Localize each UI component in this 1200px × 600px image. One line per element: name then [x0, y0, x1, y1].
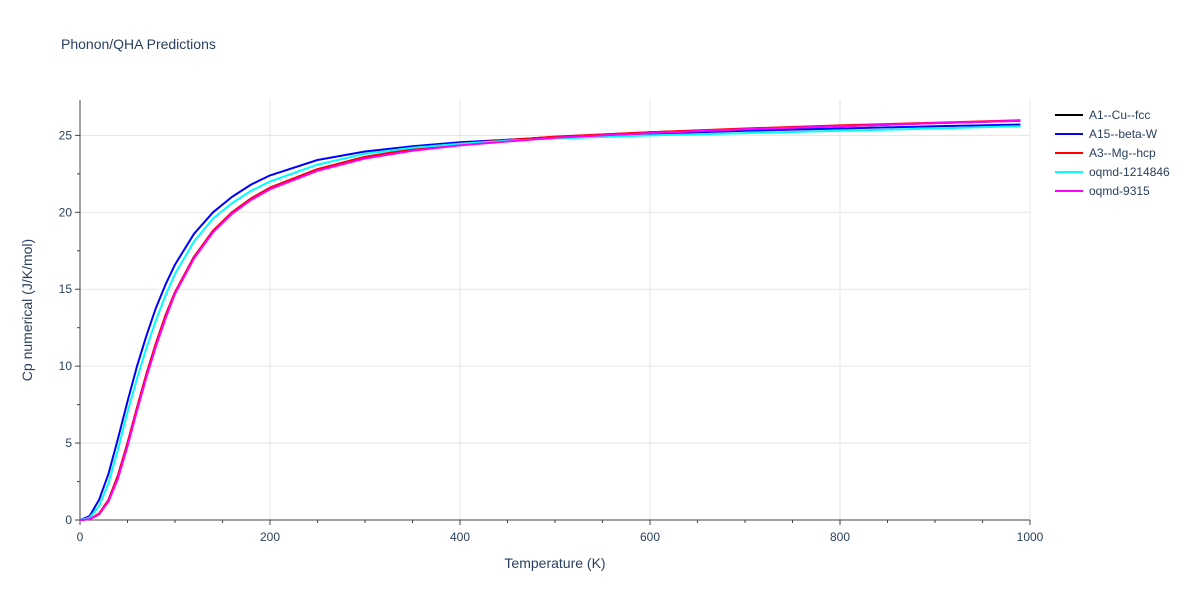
series-lines: [79, 119, 1021, 521]
legend-label: A15--beta-W: [1089, 127, 1158, 141]
legend: A1--Cu--fcc A15--beta-W A3--Mg--hcp oqmd-12…: [1055, 108, 1170, 198]
grid: [80, 100, 1031, 520]
y-tick-label: 5: [65, 436, 72, 450]
y-axis-title: Cp numerical (J/K/mol): [19, 239, 35, 381]
y-tick-label: 10: [59, 359, 73, 373]
tick-labels: 0 200 400 600 800 1000 0 5 10 15 20 25: [59, 128, 1044, 544]
y-tick-label: 15: [59, 282, 73, 296]
series-line-A15--beta-W: [79, 123, 1021, 521]
x-tick-label: 1000: [1017, 530, 1044, 544]
legend-label: A3--Mg--hcp: [1089, 146, 1156, 160]
y-tick-label: 20: [59, 205, 73, 219]
series-line-A3--Mg--hcp: [79, 119, 1021, 521]
axes: [75, 100, 1031, 525]
x-axis-title: Temperature (K): [504, 555, 605, 571]
legend-label: oqmd-1214846: [1089, 165, 1170, 179]
x-tick-label: 800: [830, 530, 850, 544]
y-tick-label: 25: [59, 128, 73, 142]
x-tick-label: 400: [450, 530, 470, 544]
series-line-A1--Cu--fcc: [79, 119, 1021, 521]
y-tick-label: 0: [65, 513, 72, 527]
chart-title: Phonon/QHA Predictions: [61, 36, 216, 52]
x-tick-label: 600: [640, 530, 660, 544]
legend-label: A1--Cu--fcc: [1089, 108, 1150, 122]
series-line-oqmd-9315: [79, 119, 1021, 521]
x-tick-label: 200: [260, 530, 280, 544]
x-tick-label: 0: [77, 530, 84, 544]
legend-label: oqmd-9315: [1089, 184, 1150, 198]
series-line-oqmd-1214846: [79, 125, 1021, 521]
